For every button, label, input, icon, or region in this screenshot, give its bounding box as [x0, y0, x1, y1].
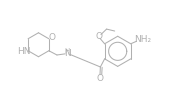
Text: H: H — [64, 48, 70, 54]
Text: NH₂: NH₂ — [134, 35, 151, 44]
Text: O: O — [96, 32, 103, 41]
Text: O: O — [48, 34, 55, 43]
Text: O: O — [97, 74, 104, 83]
Text: HN: HN — [17, 47, 31, 56]
Text: N: N — [64, 49, 70, 58]
